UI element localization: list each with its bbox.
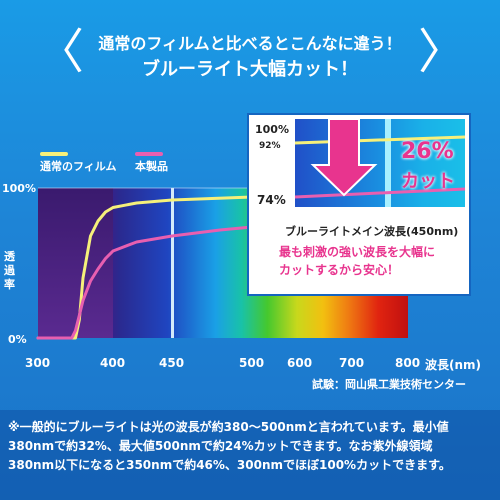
- x-tick-800: 800: [395, 356, 421, 370]
- zoom-inset: 100% 92% 74% 26% カット ブルーライトメイン波長(450nm) …: [247, 113, 471, 296]
- legend-label-this-product: 本製品: [135, 160, 168, 173]
- legend-label-normal-film: 通常のフィルム: [40, 160, 117, 173]
- inset-y-74: 74%: [257, 193, 286, 207]
- left-bracket-icon: 〈: [36, 24, 85, 80]
- y-tick-0: 0%: [8, 333, 27, 346]
- inset-y-92: 92%: [259, 141, 281, 151]
- highlight-450nm: [171, 188, 174, 338]
- legend-swatch-this-product: [135, 152, 163, 156]
- x-tick-300: 300: [25, 356, 51, 370]
- x-tick-500: 500: [239, 356, 265, 370]
- footnote-background: [0, 410, 500, 500]
- x-tick-450: 450: [159, 356, 185, 370]
- footnote-line-2: 380nmで約32%、最大値500nmで約24%カットできます。なお紫外線領域: [8, 439, 433, 453]
- source-note: 試験：岡山県工業技術センター: [312, 378, 466, 391]
- cut-arrow-icon: [310, 118, 378, 197]
- x-tick-400: 400: [100, 356, 126, 370]
- cut-percent: 26%: [401, 139, 454, 164]
- x-tick-700: 700: [339, 356, 365, 370]
- inset-y-100: 100%: [255, 123, 289, 136]
- legend-swatch-normal-film: [40, 152, 68, 156]
- inset-this-product-line: [294, 187, 466, 199]
- y-axis-label: 透過率: [4, 250, 15, 291]
- zoom-inset-graphic: [294, 118, 466, 207]
- inset-message-2: カットするから安心！: [279, 263, 400, 277]
- footnote-line-1: ※一般的にブルーライトは光の波長が約380～500nmと言われています。最小値: [8, 420, 449, 434]
- x-tick-600: 600: [287, 356, 313, 370]
- x-axis-label: 波長(nm): [425, 358, 482, 372]
- inset-450nm-highlight: [385, 119, 391, 207]
- right-bracket-icon: 〉: [418, 24, 467, 80]
- y-tick-100: 100%: [2, 182, 36, 195]
- subheadline: ブルーライト大幅カット！: [142, 59, 358, 80]
- inset-normal-film-line: [294, 135, 466, 145]
- inset-caption: ブルーライトメイン波長(450nm): [285, 225, 459, 238]
- inset-message-1: 最も刺激の強い波長を大幅に: [279, 245, 436, 259]
- footnote-line-3: 380nm以下になると350nmで約46%、300nmでほぼ100%カットできま…: [8, 458, 451, 472]
- headline: 通常のフィルムと比べるとこんなに違う！: [98, 34, 402, 53]
- cut-label: カット: [401, 171, 455, 192]
